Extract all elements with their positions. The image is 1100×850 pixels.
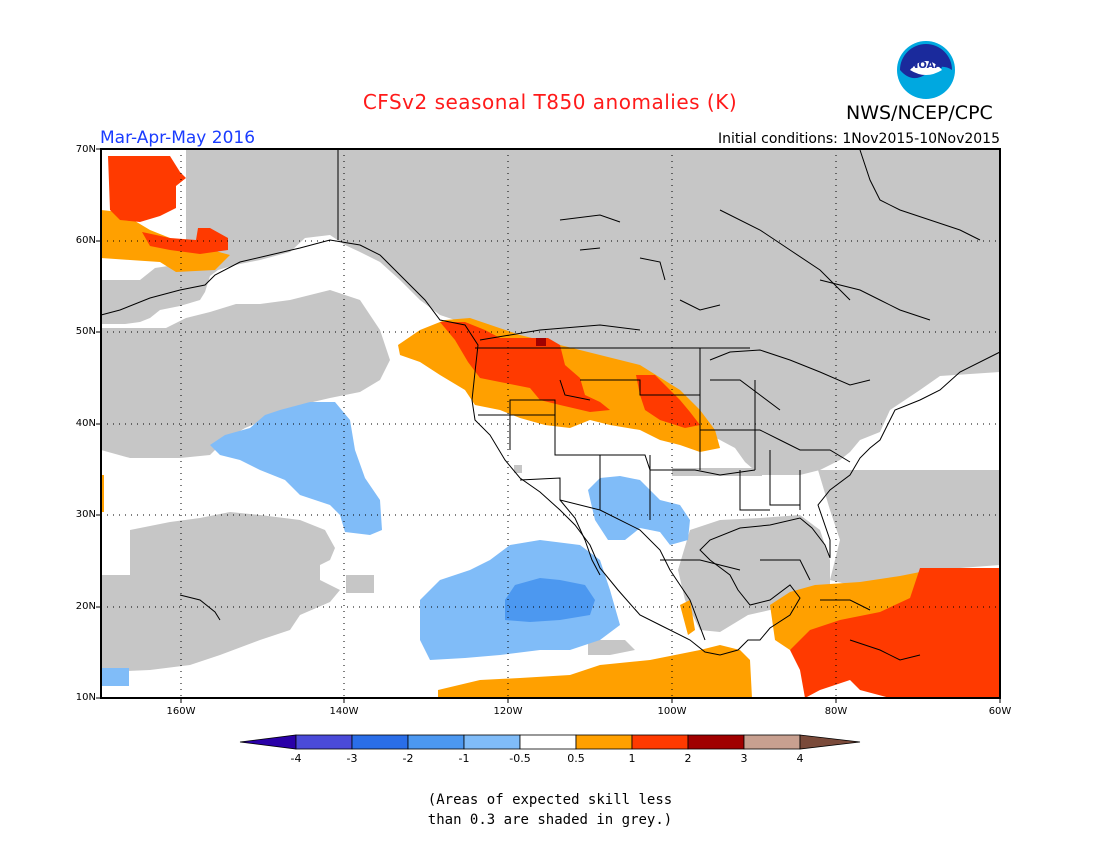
lon-label: 120W (493, 706, 523, 717)
anomaly-neg2-neg1 (505, 578, 595, 622)
colorbar-label: -1 (458, 752, 470, 765)
colorbar-segment-gt-4 (799, 734, 861, 750)
colorbar-label: 3 (740, 752, 748, 765)
colorbar-label: -2 (402, 752, 414, 765)
coastlines (100, 149, 1001, 661)
colorbar-segment (407, 734, 465, 750)
colorbar-segment (295, 734, 353, 750)
svg-text:NOAA: NOAA (910, 60, 942, 71)
lat-label: 50N (75, 326, 96, 337)
lat-label: 10N (75, 692, 96, 703)
map-title: CFSv2 seasonal T850 anomalies (K) (362, 90, 738, 114)
lon-label: 160W (166, 706, 196, 717)
lat-label: 40N (75, 418, 96, 429)
axis-ticks (96, 148, 1001, 703)
lat-label: 30N (75, 509, 96, 520)
forecast-period: Mar-Apr-May 2016 (100, 128, 256, 148)
anomaly-2-3 (536, 338, 546, 346)
colorbar-label: 1 (628, 752, 636, 765)
colorbar-segment-lt-4 (239, 734, 297, 750)
colorbar-segment (631, 734, 689, 750)
lat-label: 20N (75, 601, 96, 612)
colorbar-segment (351, 734, 409, 750)
colorbar-segment (519, 734, 577, 750)
lat-label: 70N (75, 144, 96, 155)
colorbar-segment (575, 734, 633, 750)
lon-label: 140W (329, 706, 359, 717)
skill-note-line2: than 0.3 are shaded in grey.) (427, 812, 673, 828)
colorbar-label: 0.5 (567, 752, 585, 765)
colorbar-label: -3 (346, 752, 358, 765)
colorbar-segment (463, 734, 521, 750)
colorbar-label: 4 (796, 752, 804, 765)
noaa-logo-icon: NOAA (897, 41, 955, 99)
colorbar-label: -0.5 (509, 752, 531, 765)
lat-label: 60N (75, 235, 96, 246)
colorbar-label: -4 (290, 752, 302, 765)
agency-label: NWS/NCEP/CPC (846, 102, 993, 124)
colorbar-segment (687, 734, 745, 750)
initial-conditions: Initial conditions: 1Nov2015-10Nov2015 (717, 131, 1000, 147)
anomaly-1-2 (108, 156, 1000, 698)
skill-note-line1: (Areas of expected skill less (427, 792, 673, 808)
colorbar-label: 2 (684, 752, 692, 765)
lon-label: 60W (988, 706, 1012, 717)
anomaly-neg1-neg05 (101, 402, 690, 686)
colorbar (239, 734, 861, 750)
lon-label: 80W (824, 706, 848, 717)
lon-label: 100W (657, 706, 687, 717)
colorbar-segment (743, 734, 801, 750)
